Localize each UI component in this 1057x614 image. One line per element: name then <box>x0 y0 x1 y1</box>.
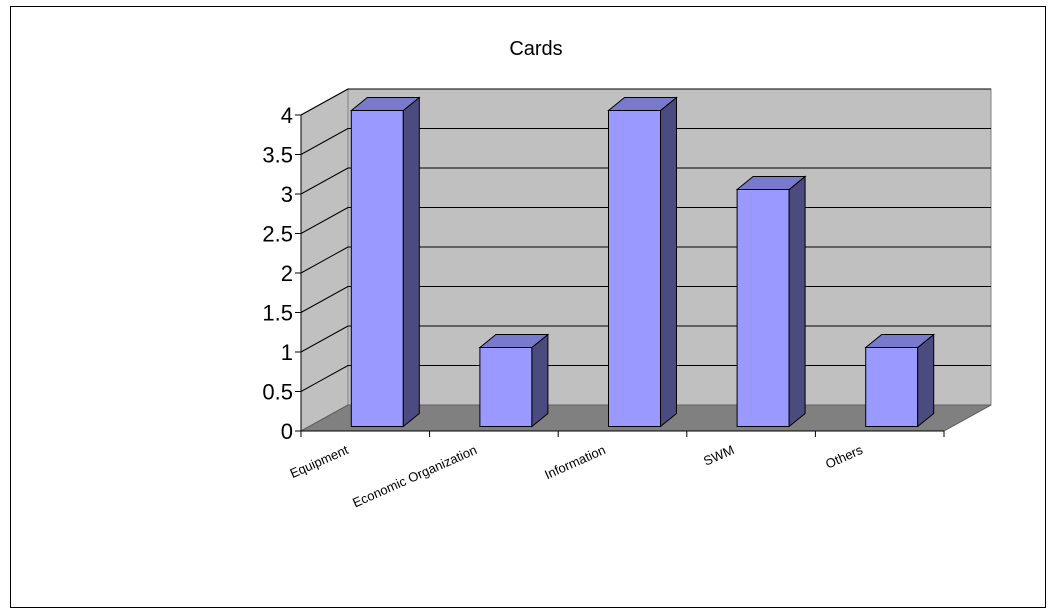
bar-top <box>864 334 936 348</box>
y-tick-label: 0 <box>281 419 293 444</box>
chart-svg: Cards 0 0.5 1 1.5 2 2.5 3 3.5 4 Equipment Economi… <box>262 38 992 510</box>
chart-frame: Cards 0 0.5 1 1.5 2 2.5 3 3.5 4 Equipment Economi… <box>10 6 1046 608</box>
bar <box>607 96 678 428</box>
bar-top <box>349 97 421 111</box>
x-tick-label: Others <box>823 442 865 472</box>
gridline-side <box>300 365 349 392</box>
bars <box>349 96 936 428</box>
x-tick-label: Economic Organization <box>350 442 479 510</box>
bar-top <box>478 334 550 348</box>
bar <box>864 333 936 428</box>
bar <box>349 96 421 428</box>
gridline-side <box>300 207 349 234</box>
gridline-side <box>300 88 349 116</box>
bar-front <box>865 347 919 427</box>
y-tick-label: 4 <box>281 103 293 128</box>
x-tick-label: Equipment <box>288 442 351 481</box>
y-tick-label: 2.5 <box>262 222 293 247</box>
x-tick-label: SWM <box>701 442 736 469</box>
bar-side <box>402 96 420 428</box>
bar <box>735 175 807 428</box>
y-tick-label: 1 <box>281 340 293 365</box>
y-tick-label: 2 <box>281 261 293 286</box>
gridline-side <box>300 325 349 353</box>
y-tick-label: 3.5 <box>262 143 293 168</box>
y-tick-label: 1.5 <box>262 301 293 326</box>
x-tick-label: Information <box>542 442 608 482</box>
bar-top <box>607 97 678 111</box>
gridline-side <box>300 128 349 155</box>
gridline-side <box>300 286 349 313</box>
bar-side <box>531 333 549 428</box>
bar-front <box>350 110 404 427</box>
bar-front <box>736 189 790 427</box>
bar-side <box>788 175 806 428</box>
bar-front <box>608 110 661 427</box>
chart-title: Cards <box>509 38 562 60</box>
bar-side <box>660 96 677 428</box>
bar-side <box>917 333 935 428</box>
bar <box>478 333 550 428</box>
gridline-side <box>300 246 349 274</box>
y-axis: 0 0.5 1 1.5 2 2.5 3 3.5 4 <box>262 103 302 444</box>
bar-top <box>735 176 807 190</box>
y-tick-label: 0.5 <box>262 380 293 405</box>
x-axis: Equipment Economic Organization Informatio… <box>288 430 945 510</box>
bar-front <box>479 347 533 427</box>
y-tick-label: 3 <box>281 182 293 207</box>
gridline-side <box>300 167 349 195</box>
